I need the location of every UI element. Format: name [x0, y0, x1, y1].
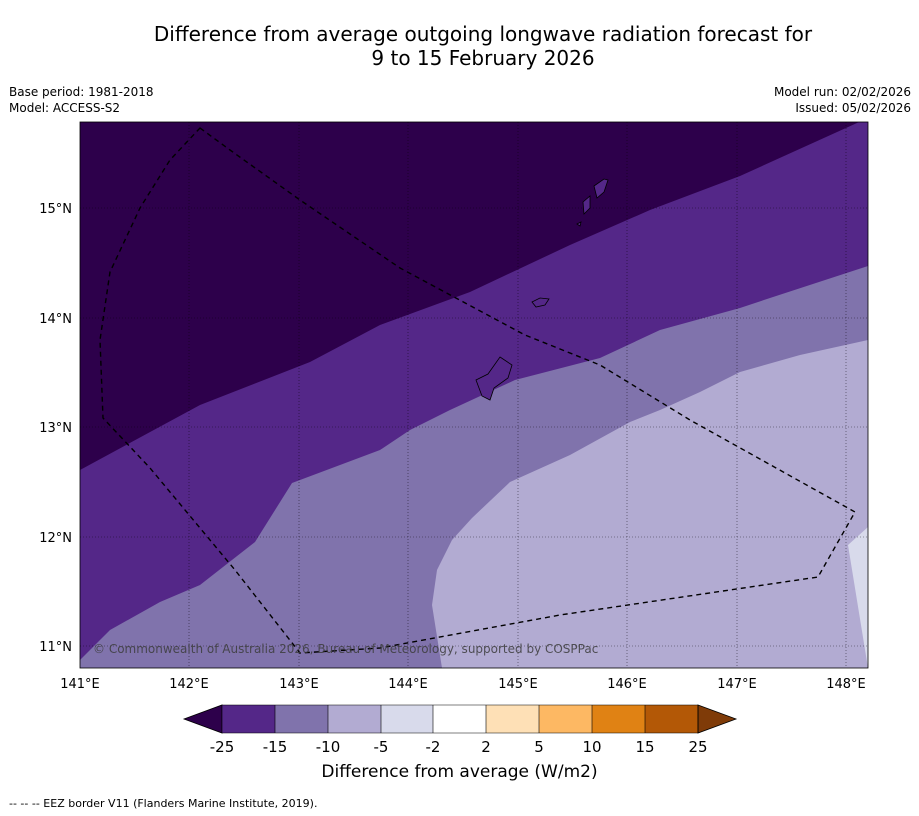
- colorbar-swatch: [592, 705, 645, 733]
- colorbar-swatch: [645, 705, 698, 733]
- lon-label: 142°E: [169, 677, 209, 692]
- band-minus5-to-minus2: [848, 527, 868, 668]
- colorbar-label: Difference from average (W/m2): [321, 762, 598, 782]
- island-saipan: [593, 178, 609, 199]
- title-line-1: Difference from average outgoing longwav…: [153, 22, 813, 46]
- colorbar-tick: -15: [263, 738, 288, 756]
- colorbar-extend-low: [182, 704, 223, 734]
- colorbar-tick: 2: [481, 738, 491, 756]
- graticule: [80, 122, 868, 668]
- meta-right: Model run: 02/02/2026 Issued: 05/02/2026: [774, 84, 911, 116]
- island-guam: [475, 356, 513, 401]
- lon-label: 143°E: [279, 677, 319, 692]
- colorbar-swatch: [433, 705, 486, 733]
- model-run: Model run: 02/02/2026: [773, 85, 911, 99]
- longitude-labels: 141°E 142°E 143°E 144°E 145°E 146°E 147°…: [60, 677, 866, 692]
- title-line-2: 9 to 15 February 2026: [371, 46, 595, 70]
- map-plot: © Commonwealth of Australia 2026, Bureau…: [80, 122, 868, 668]
- colorbar-swatch: [275, 705, 328, 733]
- colorbar-tick: 5: [534, 738, 544, 756]
- lon-label: 141°E: [60, 677, 100, 692]
- lon-label: 147°E: [717, 677, 757, 692]
- lat-label: 14°N: [39, 312, 72, 327]
- copyright-text: © Commonwealth of Australia 2026, Bureau…: [93, 642, 598, 656]
- colorbar-swatch: [381, 705, 433, 733]
- lon-label: 145°E: [498, 677, 538, 692]
- issued-date: Issued: 05/02/2026: [795, 101, 911, 115]
- colorbar-swatch: [222, 705, 275, 733]
- colorbar-swatch: [486, 705, 539, 733]
- map-frame: [79, 121, 869, 669]
- colorbar: -25 -15 -10 -5 -2 2 5 10 15 25: [182, 704, 738, 756]
- colorbar-tick: -2: [426, 738, 441, 756]
- colorbar-tick: -25: [210, 738, 235, 756]
- lon-label: 148°E: [826, 677, 866, 692]
- island-tinian: [582, 195, 591, 215]
- eez-footnote: -- -- -- EEZ border V11 (Flanders Marine…: [9, 797, 318, 810]
- colorbar-swatch: [539, 705, 592, 733]
- lat-label: 11°N: [39, 640, 72, 655]
- islands: [475, 178, 609, 401]
- lon-label: 146°E: [607, 677, 647, 692]
- lat-label: 12°N: [39, 531, 72, 546]
- lat-label: 13°N: [39, 421, 72, 436]
- colorbar-tick: -10: [316, 738, 341, 756]
- meta-left: Base period: 1981-2018 Model: ACCESS-S2: [9, 84, 154, 116]
- colorbar-swatch: [328, 705, 381, 733]
- lat-label: 15°N: [39, 202, 72, 217]
- lon-label: 144°E: [388, 677, 428, 692]
- eez-border: [99, 127, 856, 654]
- colorbar-tick: 25: [688, 738, 707, 756]
- island-rota: [531, 297, 550, 308]
- base-period: Base period: 1981-2018: [9, 85, 154, 99]
- colorbar-tick: 10: [582, 738, 601, 756]
- latitude-labels: 15°N 14°N 13°N 12°N 11°N: [39, 202, 72, 655]
- map-title: Difference from average outgoing longwav…: [0, 22, 919, 70]
- island-aguijan: [576, 221, 582, 227]
- colorbar-extend-high: [697, 704, 738, 734]
- colorbar-tick: -5: [374, 738, 389, 756]
- colorbar-tick: 15: [635, 738, 654, 756]
- model-name: Model: ACCESS-S2: [9, 101, 121, 115]
